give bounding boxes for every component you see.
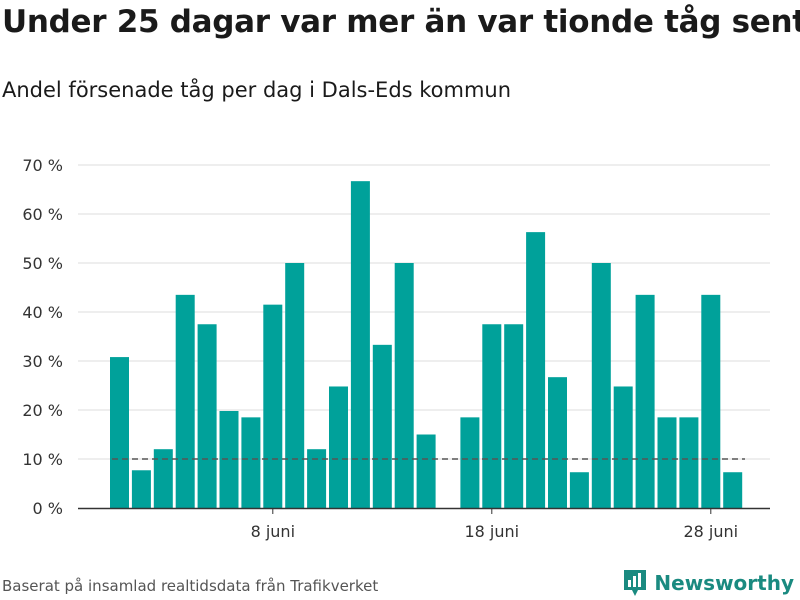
bar (657, 417, 677, 508)
source-note: Baserat på insamlad realtidsdata från Tr… (2, 577, 379, 595)
bar (460, 417, 480, 508)
bar (635, 294, 655, 508)
bar (504, 324, 524, 508)
bar-chart-pin-icon (624, 570, 647, 596)
bar (723, 472, 743, 508)
y-tick-label: 10 % (22, 450, 63, 469)
y-tick-label: 20 % (22, 401, 63, 420)
bar (482, 324, 502, 508)
bar (175, 294, 195, 508)
y-tick-label: 30 % (22, 352, 63, 371)
bar (591, 263, 611, 508)
bar (372, 344, 392, 508)
y-axis-tick-labels: 0 % 10 % 20 % 30 % 40 % 50 % 60 % 70 % (22, 156, 63, 518)
chart-subtitle: Andel försenade tåg per dag i Dals-Eds k… (2, 78, 512, 102)
bar (285, 263, 305, 508)
bar (131, 470, 151, 508)
bar (329, 386, 348, 508)
bar (153, 449, 173, 508)
bar (394, 263, 414, 508)
brand-logo[interactable]: Newsworthy (622, 568, 794, 598)
y-tick-label: 70 % (22, 156, 63, 175)
bar (569, 472, 589, 508)
y-tick-label: 60 % (22, 205, 63, 224)
bar (613, 386, 633, 508)
y-tick-label: 50 % (22, 254, 63, 273)
bar (197, 324, 217, 508)
x-tick-label: 28 juni (683, 522, 738, 541)
x-axis-tick-labels: 8 juni 18 juni 28 juni (251, 508, 738, 541)
bar (241, 417, 261, 508)
bar (416, 434, 436, 508)
y-tick-label: 0 % (33, 499, 63, 518)
bar (307, 449, 327, 508)
bar (679, 417, 699, 508)
y-tick-label: 40 % (22, 303, 63, 322)
bars (110, 181, 743, 509)
brand-name: Newsworthy (654, 571, 794, 595)
chart-title: Under 25 dagar var mer än var tionde tåg… (2, 4, 800, 40)
bar (548, 377, 567, 508)
bar (219, 410, 239, 508)
bar (701, 294, 721, 508)
bar-chart: 0 % 10 % 20 % 30 % 40 % 50 % 60 % 70 % 8 juni 18… (22, 156, 770, 541)
bar (263, 304, 283, 508)
x-tick-label: 8 juni (251, 522, 295, 541)
bar (350, 181, 370, 509)
x-tick-label: 18 juni (464, 522, 519, 541)
bar (526, 232, 546, 508)
bar (110, 357, 129, 508)
